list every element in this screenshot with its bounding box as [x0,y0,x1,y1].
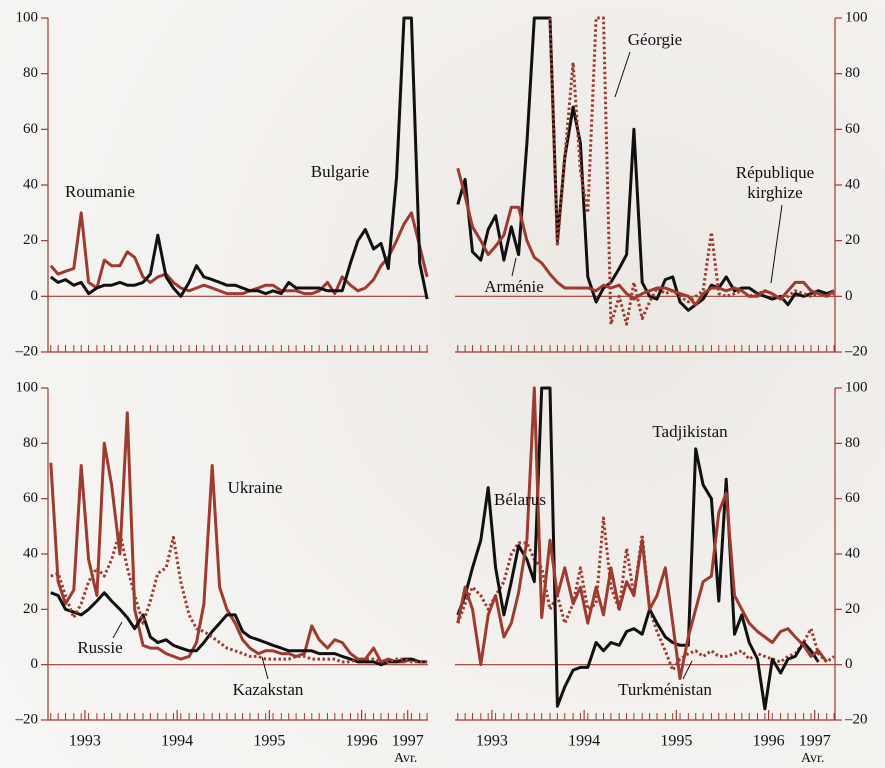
y-tick-label: 20 [23,601,38,617]
series-label: Géorgie [628,30,682,50]
y-tick-label: 40 [23,176,38,192]
y-tick-label: 80 [845,65,860,81]
x-tick-label: 1995 [253,733,285,750]
y-tick-label: 80 [845,435,860,451]
label-pointer [615,52,630,97]
x-tick-label: 1994 [568,733,600,750]
x-tick-label: 1997 [799,733,831,750]
y-tick-label: 100 [16,379,39,395]
y-tick-label: 0 [845,288,853,304]
series-label: Ukraine [228,478,283,498]
x-tick-label: 1996 [346,733,378,750]
y-tick-label: –20 [844,343,868,359]
y-tick-label: –20 [844,711,868,727]
chart-page: –20 0 20 40 60 80 100 –20 0 20 40 60 80 100 –20 0 20 40 60… [0,0,885,768]
y-tick-label: 80 [23,435,38,451]
series-label: Turkménistan [618,680,712,700]
y-tick-label: 0 [31,656,39,672]
y-tick-label: 60 [23,121,38,137]
series-label: Arménie [484,277,543,297]
y-tick-label: 40 [845,176,860,192]
y-tick-label: 60 [845,121,860,137]
series-label: Russie [77,638,122,658]
y-tick-label: 100 [845,9,868,25]
y-tick-label: 100 [845,379,868,395]
chart: –20 0 20 40 60 80 100 –20 0 20 40 60 80 100 –20 0 20 40 60… [0,0,885,768]
label-pointer [771,205,782,283]
y-tick-label: 60 [845,490,860,506]
x-tick-label: 1994 [161,733,193,750]
series-label: République kirghize [720,163,830,203]
y-tick-label: 0 [845,656,853,672]
y-tick-label: –20 [15,711,39,727]
series-label: Bulgarie [311,162,370,182]
series-label: Roumanie [65,182,135,202]
x-tick-label: 1996 [753,733,785,750]
y-tick-label: 20 [23,232,38,248]
series-label: Bélarus [494,490,546,510]
label-pointer [113,622,122,638]
label-pointer [512,258,516,276]
y-tick-label: 0 [31,288,39,304]
y-tick-label: 20 [845,232,860,248]
y-tick-label: 80 [23,65,38,81]
y-tick-label: –20 [15,343,39,359]
series-line [458,518,834,670]
series-line [51,213,427,294]
x-tick-label: 1993 [476,733,508,750]
y-tick-label: 40 [23,545,38,561]
x-tick-label: 1995 [660,733,692,750]
x-tick-label: 1997 [392,733,424,750]
x-tick-label: 1993 [69,733,101,750]
x-note: Avr. [394,751,417,766]
y-tick-label: 20 [845,601,860,617]
y-tick-label: 100 [16,9,39,25]
y-tick-label: 40 [845,545,860,561]
series-line [458,388,819,709]
x-note: Avr. [801,751,824,766]
series-label: Kazakstan [233,680,304,700]
y-tick-label: 60 [23,490,38,506]
series-label: Tadjikistan [652,422,727,442]
series-line [51,18,427,299]
